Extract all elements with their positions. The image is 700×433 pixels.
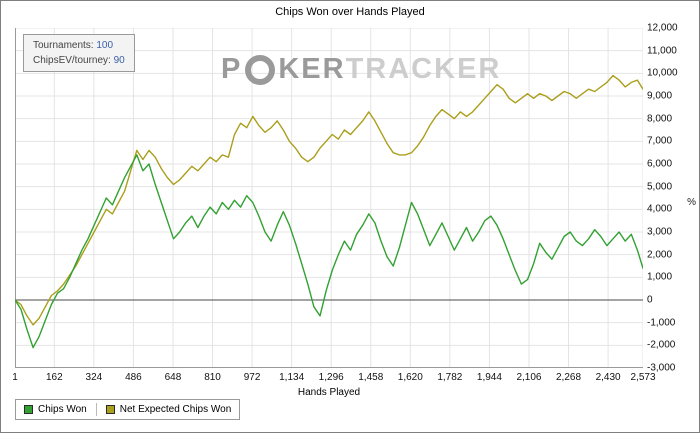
watermark-text-p: P [221,53,243,85]
y-tick-label: 11,000 [647,45,677,57]
x-tick-label: 1,134 [279,372,305,383]
legend-label-chips-won: Chips Won [38,404,87,415]
y-tick-label: -1,000 [647,317,676,329]
series-line [14,154,644,349]
legend-label-net-expected: Net Expected Chips Won [119,404,232,415]
chipsev-value: 90 [113,55,125,66]
watermark-text-tracker: TRACKER [345,53,502,85]
y-tick-label: -3,000 [647,362,676,374]
plot-area [14,27,644,369]
pokertracker-logo-icon [245,54,276,85]
series-line [14,74,644,326]
y-tick-label: 9,000 [647,90,673,102]
x-tick-label: 972 [243,372,261,383]
x-tick-label: 2,573 [630,372,656,383]
y-tick-label: 5,000 [647,181,673,193]
chart-canvas [14,27,644,369]
chipsev-line: ChipsEV/tourney: 90 [33,53,125,68]
x-tick-label: 324 [85,372,103,383]
summary-info-box: Tournaments: 100 ChipsEV/tourney: 90 [23,34,135,72]
chips-won-swatch-icon [24,405,33,414]
y-tick-label: 6,000 [647,158,673,170]
y-tick-label: 0 [647,294,653,306]
x-tick-label: 1,782 [437,372,463,383]
x-axis-title: Hands Played [297,387,361,398]
y-tick-label: 8,000 [647,113,673,125]
x-axis-tick-labels: 1 162 324 486 648 810 972 1,134 1,296 1,458 1,620 1… [12,372,655,384]
x-tick-label: 2,430 [595,372,621,383]
pokertracker-watermark: P KER TRACKER [221,53,501,86]
legend-entry-net-expected: Net Expected Chips Won [105,404,232,415]
legend-divider [95,403,97,416]
y-tick-label: 1,000 [647,271,673,283]
x-tick-label: 1,458 [358,372,384,383]
x-tick-label: 1 [12,372,18,383]
x-tick-label: 162 [45,372,63,383]
x-tick-label: 1,620 [397,372,423,383]
x-tick-label: 648 [164,372,182,383]
x-tick-label: 486 [125,372,142,383]
tournaments-value: 100 [96,40,114,51]
y-tick-label: 2,000 [647,249,673,261]
y-tick-label: 10,000 [647,67,678,79]
y-tick-label: 4,000 [647,203,673,215]
y-tick-label: 7,000 [647,135,673,147]
chart-legend: Chips Won Net Expected Chips Won [15,399,241,420]
y-tick-label: 3,000 [647,226,673,238]
legend-entry-chips-won: Chips Won [24,404,87,415]
x-tick-label: 2,106 [516,372,542,383]
x-tick-label: 2,268 [556,372,582,383]
chart-title: Chips Won over Hands Played [275,6,425,18]
watermark-text-ker: KER [278,53,346,85]
x-tick-label: 810 [204,372,221,383]
y-tick-label: 12,000 [647,22,678,34]
tournaments-label: Tournaments: [33,40,94,51]
x-tick-label: 1,296 [318,372,344,383]
y-axis-tick-labels: -3,000 -2,000 -1,000 0 1,000 2,000 3,000 4,000 5… [647,23,697,374]
y-tick-label: -2,000 [647,339,676,351]
chipsev-label: ChipsEV/tourney: [33,55,111,66]
tournaments-line: Tournaments: 100 [33,38,125,53]
net-expected-swatch-icon [105,405,115,414]
x-tick-label: 1,944 [476,372,502,383]
y-axis-symbol: % [687,197,696,208]
